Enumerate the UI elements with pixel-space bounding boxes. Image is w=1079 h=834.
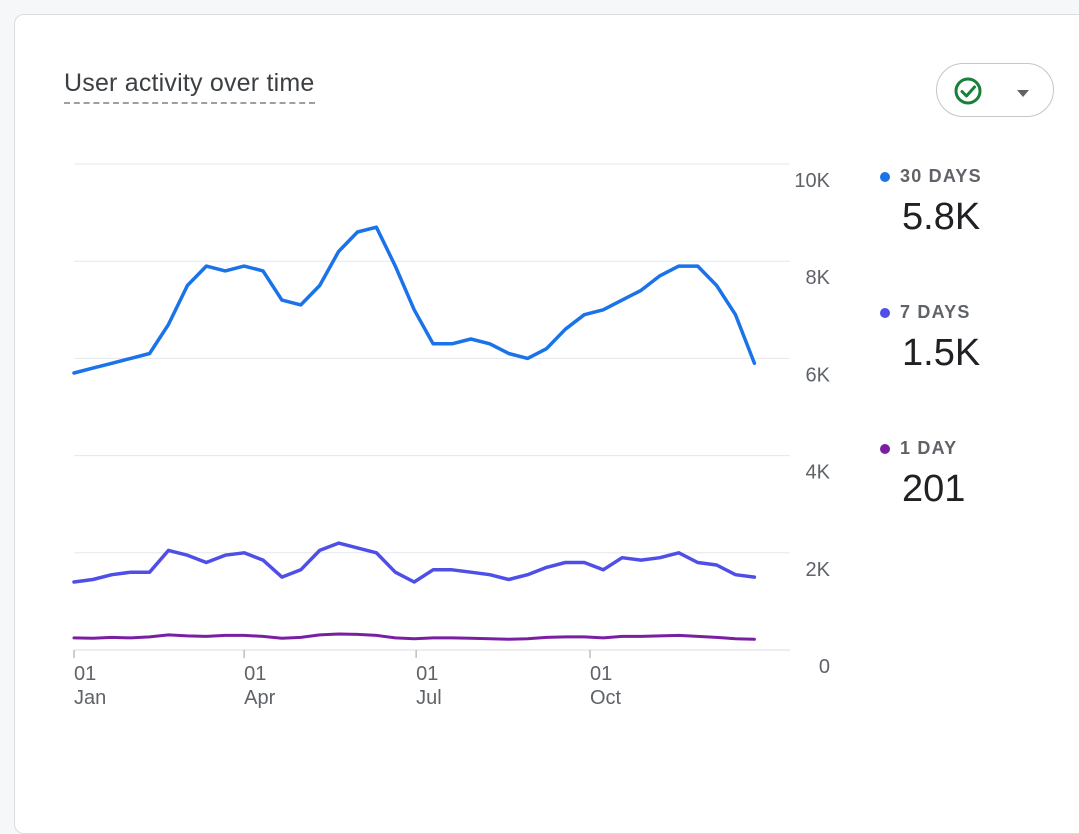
y-tick-label: 4K xyxy=(806,462,831,484)
y-tick-label: 2K xyxy=(806,559,831,581)
legend-dot-1-day xyxy=(880,443,890,454)
legend-value-30-days: 5.8K xyxy=(902,196,981,238)
legend-7-days: 7 DAYS 1.5K xyxy=(880,302,980,375)
status-dropdown-button[interactable] xyxy=(936,63,1054,117)
series-line-1-day[interactable] xyxy=(72,632,756,641)
y-tick-label: 6K xyxy=(806,364,831,386)
legend-value-1-day: 201 xyxy=(902,468,966,510)
y-tick-label: 8K xyxy=(806,267,831,289)
legend-label-7-days: 7 DAYS xyxy=(900,302,971,322)
legend-dot-7-days xyxy=(880,307,890,318)
x-tick-month: Apr xyxy=(244,687,275,709)
x-tick-month: Jul xyxy=(416,687,442,709)
legend-label-1-day: 1 DAY xyxy=(900,438,958,458)
x-tick-day: 01 xyxy=(74,663,96,685)
series-line-7-days[interactable] xyxy=(72,541,757,584)
x-tick-day: 01 xyxy=(244,663,266,685)
chart-series xyxy=(72,225,757,641)
y-tick-label: 10K xyxy=(794,170,830,192)
card-title[interactable]: User activity over time xyxy=(64,68,315,104)
legend-1-day: 1 DAY 201 xyxy=(880,438,965,511)
series-line-30-days[interactable] xyxy=(72,225,757,375)
x-tick-month: Jan xyxy=(74,687,106,709)
y-tick-label: 0 xyxy=(819,656,830,678)
y-axis: 0 2K 4K 6K 8K 10K xyxy=(794,170,830,678)
legend-30-days: 30 DAYS 5.8K xyxy=(880,166,982,239)
caret-down-icon xyxy=(1015,86,1031,104)
chart-gridlines xyxy=(74,163,790,651)
x-tick-month: Oct xyxy=(590,687,622,709)
legend-label-30-days: 30 DAYS xyxy=(900,166,982,186)
legend-dot-30-days xyxy=(880,171,890,182)
legend-value-7-days: 1.5K xyxy=(902,332,981,374)
user-activity-card xyxy=(14,14,1079,834)
x-tick-day: 01 xyxy=(590,663,612,685)
check-circle-icon xyxy=(953,76,983,111)
x-tick-day: 01 xyxy=(416,663,438,685)
